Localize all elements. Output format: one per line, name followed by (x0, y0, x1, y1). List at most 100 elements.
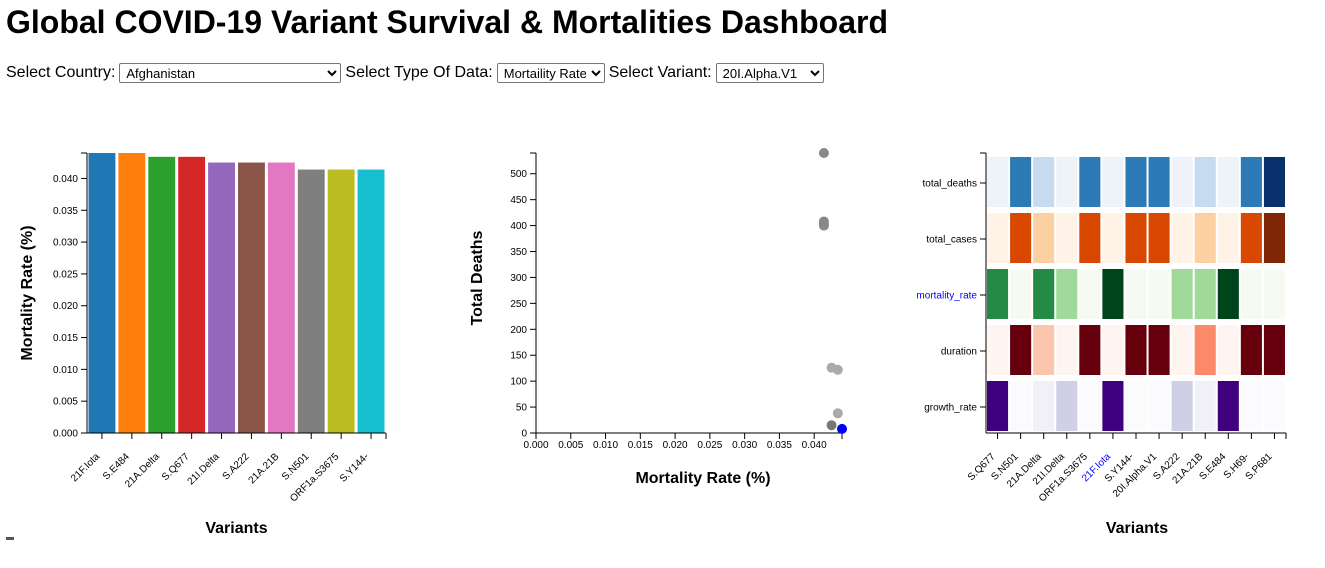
scatter-point (826, 420, 837, 431)
scatter-y-tick-label: 350 (510, 247, 527, 258)
heatmap-cell (987, 381, 1009, 431)
scatter-y-tick-label: 500 (510, 169, 527, 180)
heatmap-cell (1148, 269, 1170, 319)
heatmap-cell (1079, 213, 1101, 263)
heatmap-cell (1148, 213, 1170, 263)
heatmap-cell (1263, 325, 1285, 375)
heatmap-row-label: total_cases (926, 235, 977, 246)
heatmap-column-label: S.P681 (1244, 451, 1275, 482)
data-type-select[interactable]: Mortaility Rate (496, 63, 605, 83)
heatmap-cell (1194, 213, 1216, 263)
heatmap-cell (1125, 157, 1147, 207)
bar-x-tick-label: 21A.21B (247, 451, 282, 486)
scatter-y-tick-label: 100 (510, 377, 527, 388)
page-title: Global COVID-19 Variant Survival & Morta… (6, 4, 889, 40)
heatmap-cell (1010, 325, 1032, 375)
heatmap-cell (1240, 269, 1262, 319)
heatmap-cell (1102, 269, 1124, 319)
scatter-point (832, 408, 843, 419)
bar-y-tick-label: 0.020 (53, 301, 78, 312)
bar-x-axis-title: Variants (205, 520, 267, 537)
bar (238, 162, 265, 433)
heatmap-cell (1194, 381, 1216, 431)
heatmap-cell (1125, 381, 1147, 431)
heatmap-cell (1125, 213, 1147, 263)
bar-x-tick-label: 21F.Iota (69, 451, 102, 484)
heatmap-cell (1148, 325, 1170, 375)
heatmap-column-label: S.E484 (1197, 451, 1228, 482)
heatmap-cell (1217, 213, 1239, 263)
heatmap-x-axis-title: Variants (1106, 520, 1168, 537)
heatmap-cell (1171, 213, 1193, 263)
bar-y-tick-label: 0.035 (53, 206, 78, 217)
heatmap-cell (1194, 269, 1216, 319)
heatmap-cell (987, 157, 1009, 207)
heatmap-cell (1217, 269, 1239, 319)
data-type-label: Select Type Of Data: (345, 64, 493, 81)
heatmap-cell (1171, 381, 1193, 431)
scatter-y-tick-label: 400 (510, 221, 527, 232)
scatter-y-tick-label: 150 (510, 351, 527, 362)
heatmap-cell (1010, 213, 1032, 263)
bar (357, 169, 385, 433)
scatter-x-tick-label: 0.035 (767, 440, 792, 451)
heatmap-cell (1217, 157, 1239, 207)
scatter-y-tick-label: 200 (510, 325, 527, 336)
scatter-x-tick-label: 0.040 (802, 440, 827, 451)
heatmap-cell (1171, 269, 1193, 319)
heatmap-cell (1056, 325, 1078, 375)
scatter-point (837, 423, 847, 434)
heatmap-cell (1263, 381, 1285, 431)
heatmap-cell (1056, 157, 1078, 207)
variant-select[interactable]: 20I.Alpha.V1 (715, 63, 824, 83)
bar-y-tick-label: 0.025 (53, 269, 78, 280)
bar-y-tick-label: 0.005 (53, 397, 78, 408)
bar (118, 153, 146, 433)
scatter-point (818, 148, 829, 158)
heatmap-cell (1056, 269, 1078, 319)
bar (148, 156, 176, 433)
bar-y-tick-label: 0.010 (53, 365, 78, 376)
scatter-x-tick-label: 0.020 (663, 440, 688, 451)
scatter-x-axis-title: Mortality Rate (%) (635, 470, 770, 487)
heatmap-cell (1010, 381, 1032, 431)
heatmap-cell (1033, 213, 1055, 263)
bar-y-tick-label: 0.000 (53, 429, 78, 440)
country-select[interactable]: Afghanistan (119, 63, 342, 83)
heatmap-cell (1033, 269, 1055, 319)
bar (208, 162, 235, 433)
bar (297, 169, 325, 433)
heatmap-cell (1033, 325, 1055, 375)
scatter-x-tick-label: 0.000 (523, 440, 548, 451)
scatter-y-tick-label: 300 (510, 273, 527, 284)
heatmap-row-label: growth_rate (924, 403, 977, 414)
scatter-y-tick-label: 0 (521, 429, 527, 440)
heatmap-cell (987, 269, 1009, 319)
heatmap-cell (1217, 325, 1239, 375)
scatter-point (818, 220, 829, 231)
heatmap-cell (1217, 381, 1239, 431)
heatmap-cell (1056, 381, 1078, 431)
bar-x-tick-label: 21I.Delta (186, 451, 222, 487)
bar-y-tick-label: 0.030 (53, 238, 78, 249)
scatter-chart: 0 50 100 150 200 250 300 350 400 450 500 0.000 0.005… (469, 148, 847, 487)
bar-chart: 0.000 0.005 0.010 0.015 0.020 0.025 0.030 0.035… (19, 152, 387, 537)
bar-y-axis-title: Mortality Rate (%) (19, 225, 36, 360)
scatter-x-tick-label: 0.025 (697, 440, 722, 451)
scatter-y-tick-label: 250 (510, 299, 527, 310)
scroll-handle[interactable] (6, 537, 14, 540)
heatmap-cell (1240, 381, 1262, 431)
heatmap-cell (1056, 213, 1078, 263)
heatmap-cell (1263, 269, 1285, 319)
heatmap-cell (1010, 157, 1032, 207)
heatmap-cell (1079, 381, 1101, 431)
scatter-x-tick-label: 0.015 (628, 440, 653, 451)
heatmap-cell (1148, 157, 1170, 207)
heatmap-cell (1079, 325, 1101, 375)
heatmap-cell (1102, 325, 1124, 375)
bar-y-tick-label: 0.015 (53, 333, 78, 344)
bar (267, 162, 295, 433)
heatmap-cell (1194, 325, 1216, 375)
heatmap-cell (1263, 157, 1285, 207)
heatmap-cell (1102, 157, 1124, 207)
